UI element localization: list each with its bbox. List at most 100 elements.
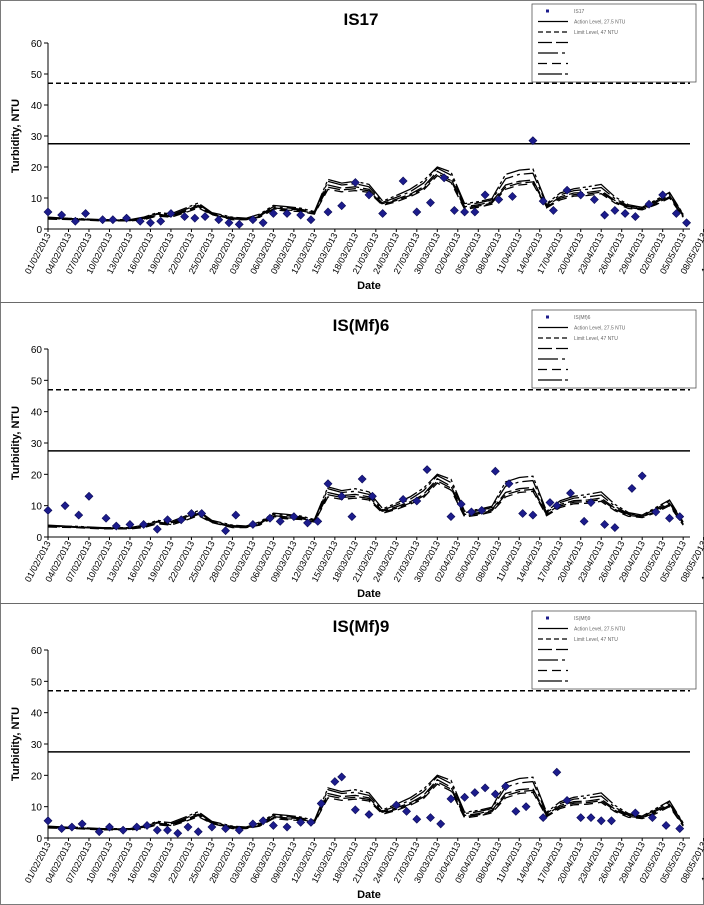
chart-title: IS(Mf)6 (333, 316, 390, 335)
data-point (248, 215, 258, 225)
legend-label: Action Level, 27.5 NTU (574, 20, 626, 26)
data-point (456, 499, 466, 509)
data-point (248, 819, 258, 829)
data-point (152, 524, 162, 534)
data-point (675, 824, 685, 834)
data-point (620, 209, 630, 218)
legend-label: IS(Mf)9 (574, 616, 591, 622)
legend-marker (546, 616, 549, 620)
y-tick-label: 60 (31, 646, 43, 657)
data-point (412, 207, 422, 217)
series-line-5 (47, 480, 684, 530)
data-point (118, 825, 128, 835)
data-point (490, 466, 500, 476)
legend-label: Limit Level, 47 NTU (574, 637, 618, 643)
legend-label: Limit Level, 47 NTU (574, 336, 618, 342)
series-line-2 (47, 775, 684, 830)
data-point (661, 821, 671, 830)
data-point (480, 783, 490, 793)
data-point (644, 199, 654, 209)
data-point (316, 799, 326, 808)
data-point (439, 173, 449, 183)
y-tick-label: 20 (31, 470, 43, 481)
data-point (43, 207, 53, 217)
data-point (111, 521, 121, 531)
data-point (122, 213, 131, 223)
data-point (460, 207, 470, 217)
data-point (108, 215, 118, 225)
data-point (207, 822, 217, 832)
data-point (94, 827, 104, 837)
data-point (607, 816, 616, 826)
series-line-2 (47, 167, 684, 221)
y-tick-label: 40 (31, 408, 43, 419)
data-point (630, 212, 640, 222)
data-point (364, 190, 374, 200)
data-point (337, 491, 347, 501)
y-tick-label: 10 (31, 502, 43, 513)
data-point (545, 498, 555, 507)
data-point (538, 813, 548, 823)
data-point (187, 509, 196, 518)
data-point (477, 505, 487, 515)
y-tick-label: 50 (31, 677, 43, 688)
data-point (258, 218, 268, 228)
data-point (282, 822, 292, 832)
data-point (357, 474, 367, 484)
y-tick-label: 40 (31, 101, 43, 112)
data-point (224, 218, 234, 228)
data-point (289, 512, 299, 522)
series-line-3 (47, 783, 684, 831)
data-point (98, 215, 108, 225)
data-point (596, 816, 606, 826)
y-tick-label: 30 (31, 740, 43, 751)
data-point (180, 212, 190, 222)
data-point (600, 210, 610, 220)
data-point (562, 795, 572, 805)
data-point (460, 792, 470, 802)
data-point (610, 205, 620, 215)
x-axis-label: Date (357, 588, 381, 600)
data-point (528, 510, 538, 520)
data-point (57, 210, 67, 220)
legend-label: IS17 (574, 9, 585, 15)
data-point (637, 471, 647, 481)
data-point (125, 520, 135, 529)
data-point (490, 789, 500, 799)
y-axis-label: Turbidity, NTU (10, 707, 22, 781)
data-point (152, 825, 162, 835)
legend-label: Limit Level, 47 NTU (574, 30, 618, 36)
data-point (511, 806, 521, 816)
data-point (682, 218, 692, 228)
data-point (67, 822, 77, 832)
data-point (337, 201, 347, 211)
data-point (139, 520, 149, 529)
data-point (313, 516, 323, 526)
data-point (576, 813, 586, 823)
data-point (566, 488, 575, 498)
y-tick-label: 30 (31, 132, 43, 143)
data-point (665, 513, 674, 523)
data-point (350, 805, 360, 815)
data-point (528, 136, 538, 146)
data-point (562, 185, 572, 195)
data-point (398, 176, 408, 186)
data-point (197, 509, 207, 518)
data-point (552, 501, 562, 511)
data-point (323, 479, 333, 489)
legend-label: Action Level, 27.5 NTU (574, 627, 626, 633)
data-point (234, 219, 244, 229)
y-tick-label: 20 (31, 163, 43, 174)
data-point (163, 515, 172, 525)
data-point (627, 484, 637, 493)
data-point (651, 507, 661, 517)
data-point (296, 210, 306, 220)
chart-title: IS17 (344, 10, 379, 29)
series-line-2 (47, 474, 684, 529)
data-point (504, 479, 514, 489)
data-point (630, 808, 640, 818)
data-point (467, 507, 476, 517)
data-point (610, 523, 620, 533)
